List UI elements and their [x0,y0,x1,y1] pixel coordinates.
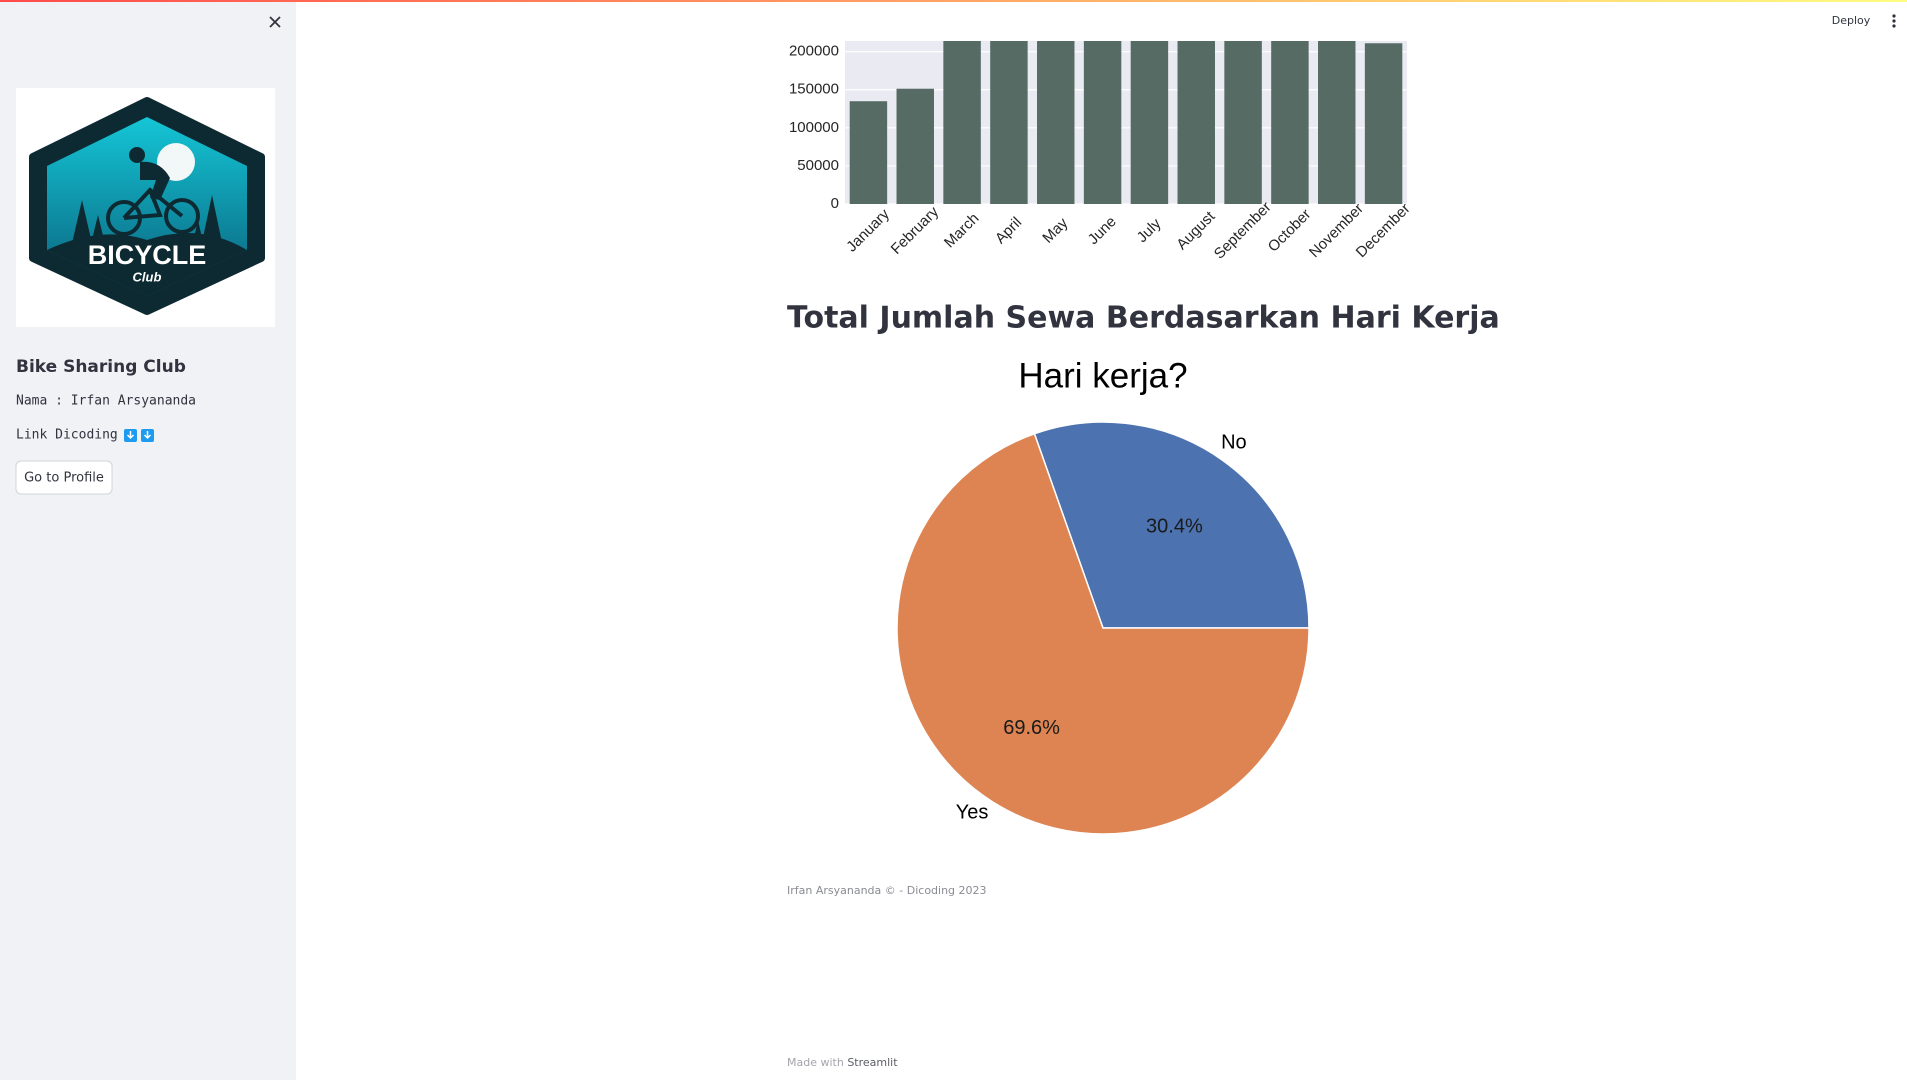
value-label: 30.4% [1146,515,1203,537]
button-label[interactable]: Go to Profile [24,471,104,486]
deploy-button[interactable]: Deploy [1832,14,1871,27]
bar [1177,41,1215,204]
bar [1364,43,1403,204]
y-tick-label: 150000 [789,81,839,98]
pie-slice [1033,421,1310,629]
pie-chart: Hari kerja? No 30.4% Yes 69.6% [896,356,1310,835]
x-tick-label: April [992,214,1025,247]
x-tick-label: February [888,203,943,258]
close-sidebar[interactable] [269,16,281,28]
footer-credit: Irfan Arsyananda © - Dicoding 2023 [787,884,987,897]
sidebar-name: Nama : Irfan Arsyananda [16,394,196,409]
pie-title: Hari kerja? [1018,356,1187,395]
profile-button[interactable]: Go to Profile [15,460,113,495]
made-with-text: Made with [787,1056,844,1069]
bar [990,41,1028,205]
sidebar-title: Bike Sharing Club [16,357,186,377]
plot-background [845,41,1407,204]
bar [1083,41,1122,204]
logo-subtitle: Club [133,269,162,284]
y-tick-label: 0 [831,195,839,212]
sidebar-link[interactable]: Link Dicoding [16,428,118,443]
streamlit-link[interactable]: Streamlit [847,1056,898,1069]
y-tick-label: 100000 [789,119,839,136]
x-tick-label: August [1173,208,1219,254]
main-menu[interactable] [1892,14,1896,28]
made-with: Made with Streamlit [787,1056,898,1069]
x-tick-label: January [843,205,893,255]
bar [1037,41,1075,205]
link-icons[interactable] [124,429,154,442]
x-tick-label: September [1211,199,1275,263]
bar [1130,41,1169,204]
value-label: 69.6% [1003,717,1060,739]
y-tick-label: 50000 [797,157,839,174]
bar-chart: 050000100000150000200000JanuaryFebruaryM… [789,41,1414,263]
y-tick-label: 200000 [789,43,839,60]
slice-label: Yes [956,801,989,823]
bar [1318,41,1356,205]
pie-slice [896,432,1310,835]
slice-label: No [1221,431,1247,453]
bar [943,41,981,205]
bar [896,88,934,204]
bar [1224,41,1262,204]
bar [849,101,888,204]
section-title: Total Jumlah Sewa Berdasarkan Hari Kerja [787,301,1500,336]
x-tick-label: June [1085,213,1120,248]
x-tick-label: March [941,210,982,251]
bar [1271,41,1309,204]
logo-title: BICYCLE [88,240,207,270]
x-tick-label: July [1134,215,1165,246]
logo: BICYCLE Club [16,88,275,327]
x-tick-label: May [1039,214,1071,246]
bars [849,41,1403,205]
top-decoration [0,0,1907,2]
